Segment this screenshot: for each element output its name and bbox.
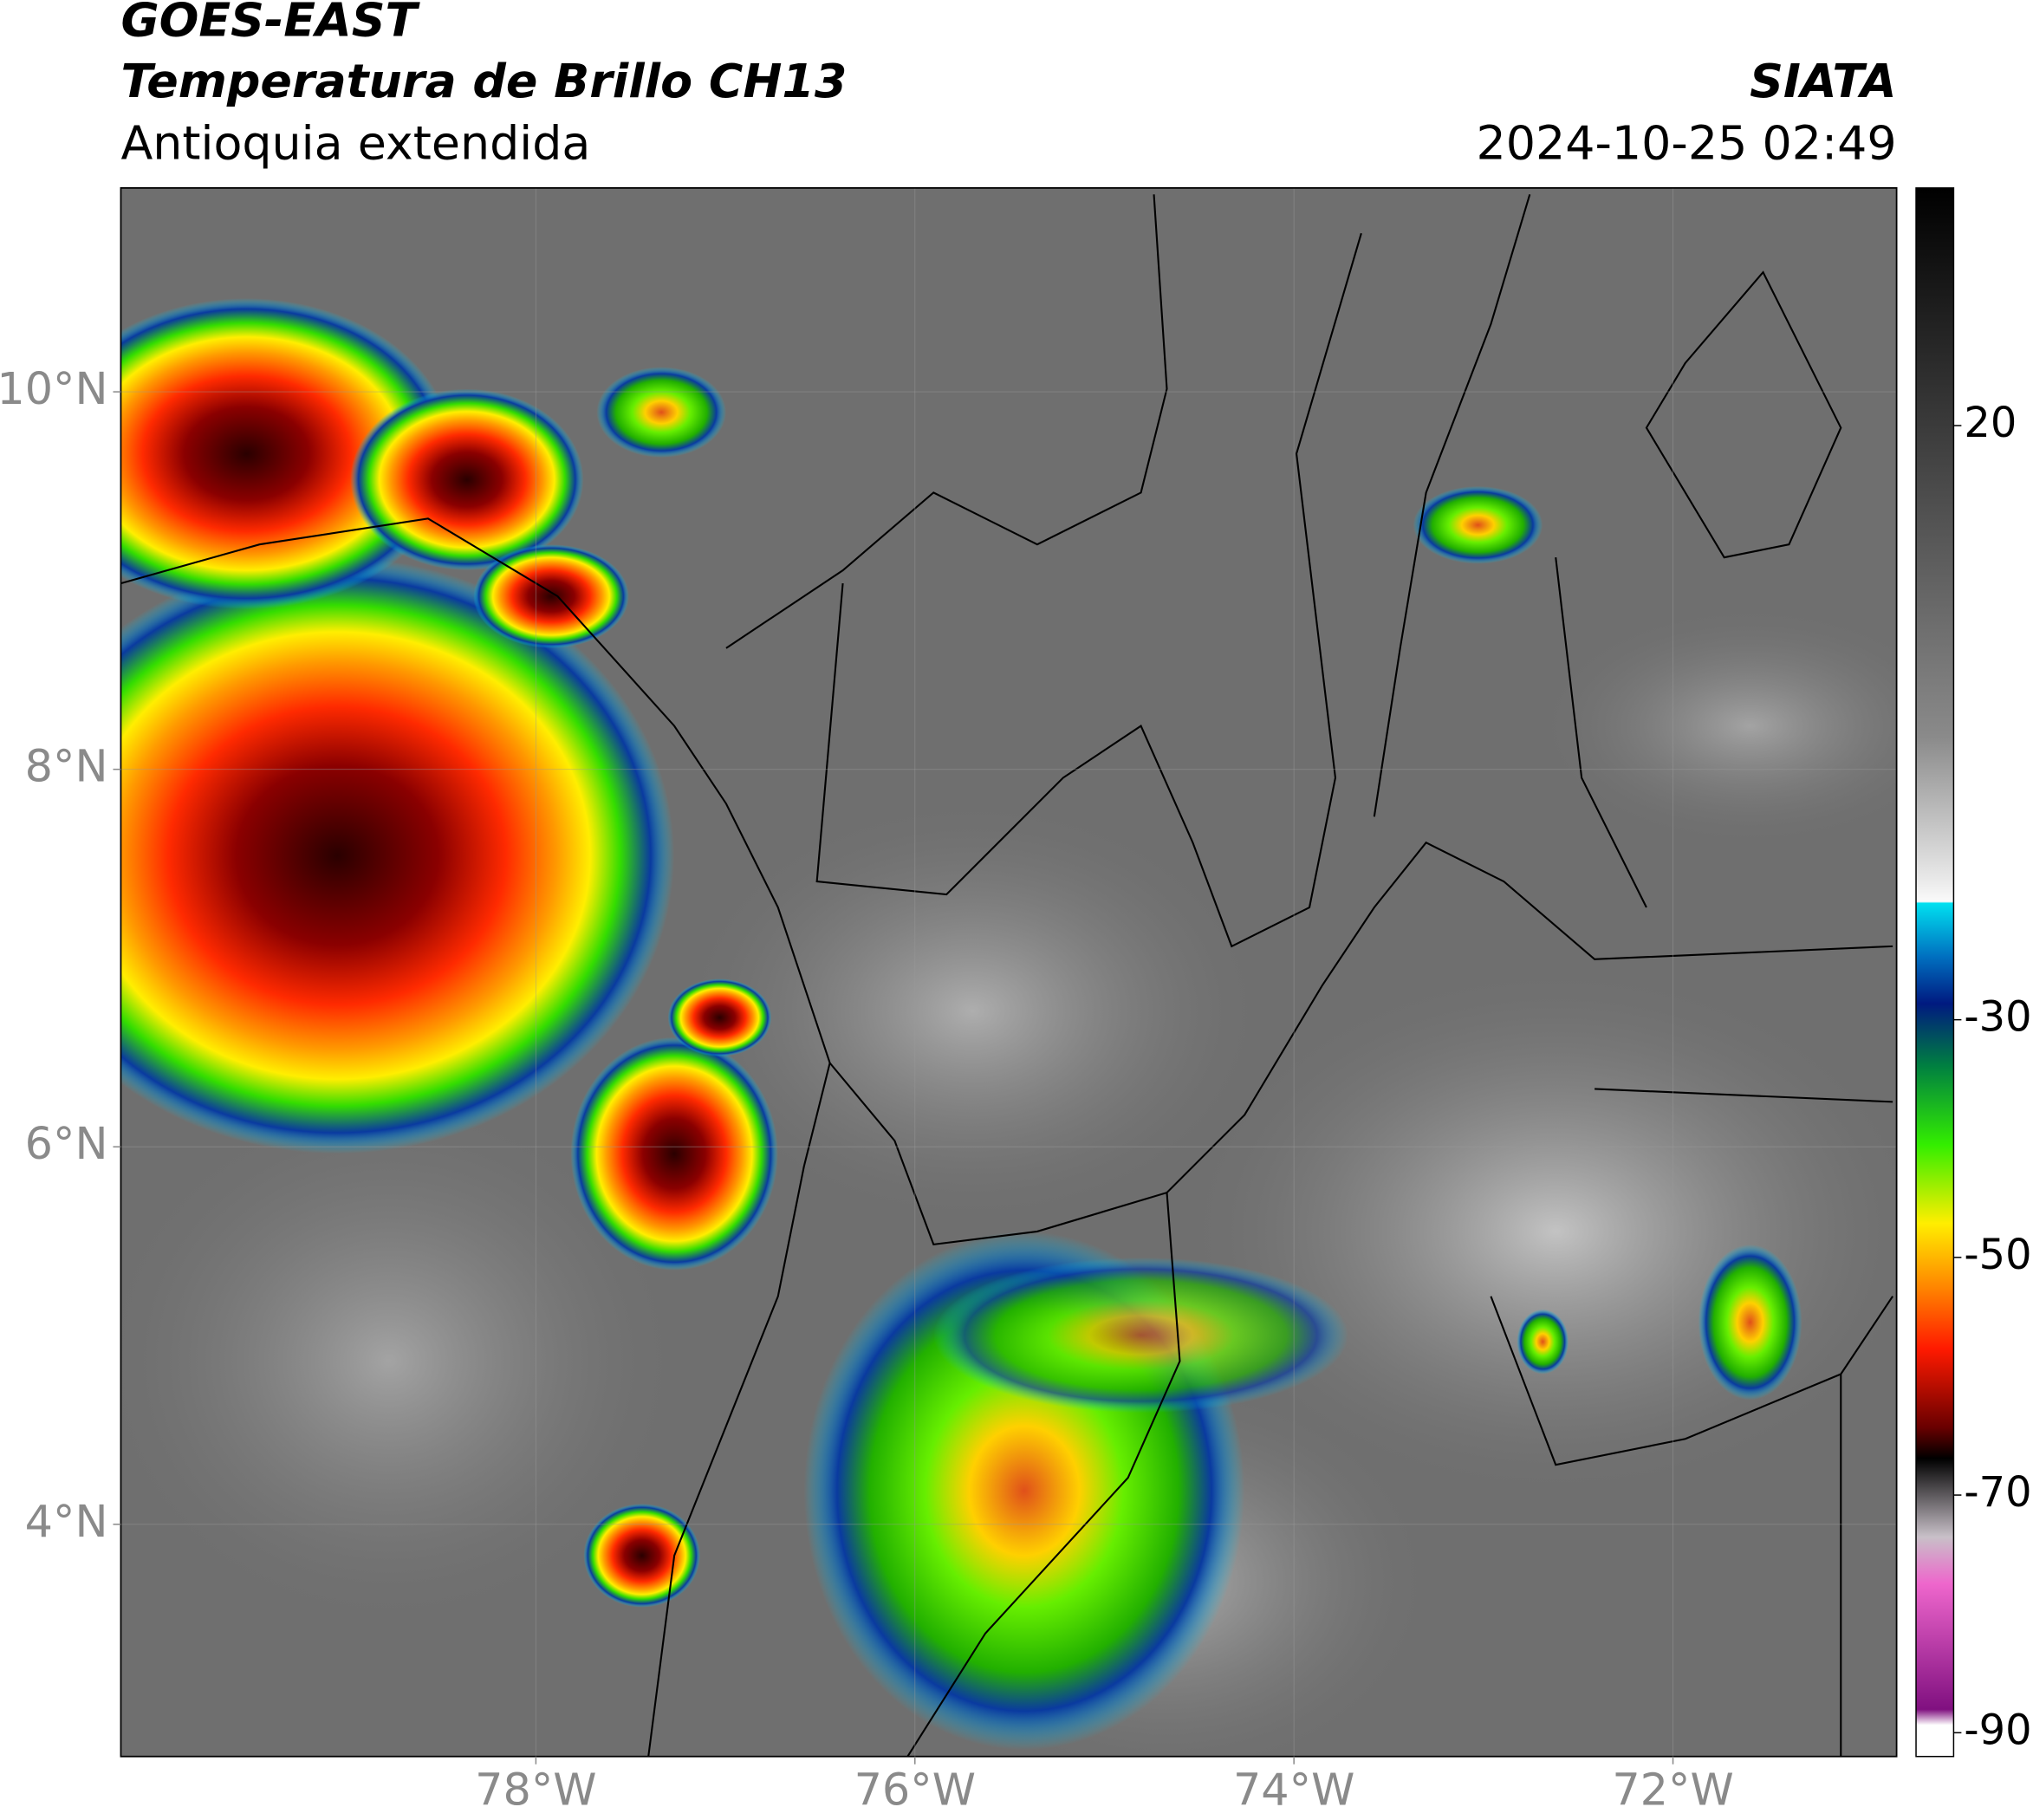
satellite-image (120, 187, 1897, 1757)
y-tick-label: 8°N (25, 741, 108, 792)
x-tick-label: 76°W (854, 1765, 976, 1816)
colorbar (1915, 187, 1955, 1758)
colorbar-tick-label: 20 (1964, 400, 2017, 447)
datetime: 2024-10-25 02:49 (1477, 116, 1897, 171)
y-tick-label: 6°N (25, 1118, 108, 1169)
x-tick-label: 78°W (475, 1765, 596, 1816)
colorbar-tick-label: -70 (1964, 1469, 2031, 1517)
y-tick-label: 4°N (25, 1496, 108, 1547)
region: Antioquia extendida (120, 116, 590, 171)
map-frame (120, 186, 1898, 1758)
x-tick-label: 74°W (1233, 1765, 1354, 1816)
grid (120, 187, 1897, 1757)
x-tick-label: 72°W (1612, 1765, 1733, 1816)
colorbar-tick-label: -50 (1964, 1232, 2031, 1279)
colorbar-tick-label: -30 (1964, 994, 2031, 1042)
source: SIATA (1750, 54, 1897, 108)
title: GOES-EAST (120, 0, 420, 48)
colorbar-tick-label: -90 (1964, 1706, 2031, 1754)
y-tick-label: 10°N (0, 363, 107, 414)
subtitle: Temperatura de Brillo CH13 (120, 54, 847, 108)
